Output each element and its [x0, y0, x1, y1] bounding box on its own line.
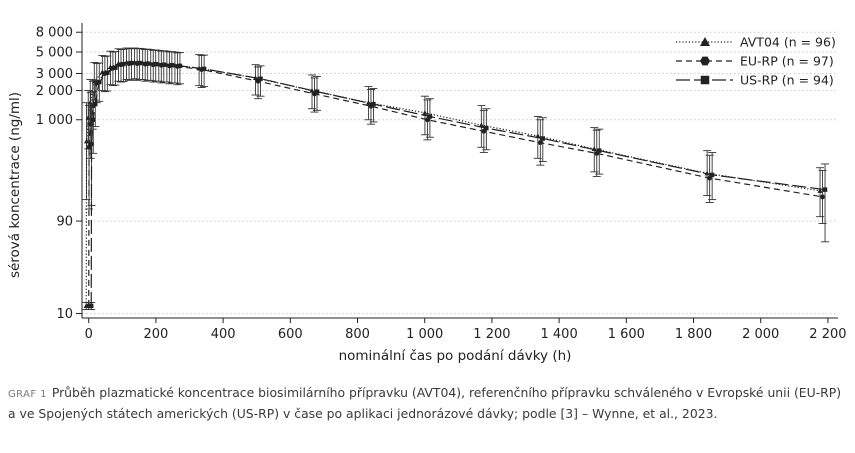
series-2: [84, 48, 827, 311]
data-point: [422, 110, 428, 115]
x-tick-label: 200: [144, 327, 169, 342]
legend-marker: [700, 75, 710, 85]
data-point: [105, 70, 110, 76]
y-tick-label: 8 000: [36, 26, 73, 41]
series-line: [90, 62, 826, 306]
x-tick-label: 1 000: [406, 327, 443, 342]
y-tick-label: 2 000: [36, 84, 73, 99]
data-point: [478, 122, 484, 128]
data-point: [91, 117, 96, 122]
legend-label: US-RP (n = 94): [740, 73, 834, 88]
legend-entry: EU-RP (n = 97): [676, 54, 834, 69]
x-tick-label: 1 200: [473, 327, 510, 342]
x-axis-label: nominální čas po podání dávky (h): [339, 348, 572, 364]
data-point: [817, 188, 823, 193]
legend-label: EU-RP (n = 97): [740, 54, 834, 69]
chart: 10 90 1 000 2 000 3 000 5 000 8 000 0 200 400 600 8…: [7, 23, 847, 364]
data-point: [201, 66, 207, 72]
data-point: [309, 87, 315, 93]
data-point: [819, 194, 826, 200]
y-tick-label: 90: [56, 215, 73, 230]
series-3: [87, 47, 830, 311]
data-point: [97, 79, 102, 85]
data-point: [537, 140, 543, 145]
y-tick-label: 3 000: [36, 67, 73, 82]
legend-entry: US-RP (n = 94): [676, 73, 834, 88]
data-point: [83, 138, 90, 144]
data-point: [153, 61, 158, 67]
data-point: [89, 141, 94, 147]
series-layer: [82, 47, 830, 311]
x-tick-label: 400: [211, 327, 236, 342]
legend-marker: [700, 56, 710, 66]
data-point: [540, 136, 546, 141]
legend-entry: AVT04 (n = 96): [676, 35, 836, 50]
data-point: [484, 125, 489, 131]
y-tick-label: 5 000: [36, 46, 73, 61]
data-point: [89, 303, 94, 309]
legend: AVT04 (n = 96) EU-RP (n = 97) US-RP (n = 9…: [676, 35, 836, 88]
data-point: [709, 172, 715, 178]
caption-tag: GRAF 1: [8, 389, 47, 400]
axes: 10 90 1 000 2 000 3 000 5 000 8 000 0 200 400 600 8…: [36, 23, 847, 342]
caption-text: Průběh plazmatické koncentrace biosimilá…: [8, 385, 842, 421]
y-tick-label: 1 000: [36, 113, 73, 128]
data-point: [93, 101, 98, 107]
x-tick-label: 800: [345, 327, 370, 342]
x-tick-label: 600: [278, 327, 303, 342]
x-tick-label: 0: [85, 327, 93, 342]
series-1: [82, 47, 825, 311]
y-axis-label: sérová koncentrace (ng/ml): [7, 92, 23, 278]
data-point: [129, 60, 134, 66]
x-tick-label: 1 400: [541, 327, 578, 342]
data-point: [169, 63, 175, 68]
x-tick-label: 1 800: [675, 327, 712, 342]
data-point: [258, 76, 263, 81]
x-tick-label: 2 200: [809, 327, 846, 342]
data-point: [427, 114, 433, 119]
data-point: [822, 187, 828, 192]
data-point: [113, 65, 118, 70]
legend-label: AVT04 (n = 96): [740, 35, 836, 50]
data-point: [121, 61, 126, 67]
data-point: [137, 60, 142, 66]
x-tick-label: 1 600: [608, 327, 645, 342]
grid-lines: [82, 31, 838, 315]
data-point: [597, 148, 602, 153]
data-point: [371, 101, 376, 107]
data-point: [145, 61, 150, 66]
figure-caption: GRAF 1 Průběh plazmatické koncentrace bio…: [8, 383, 850, 423]
x-tick-label: 2 000: [742, 327, 779, 342]
data-point: [85, 115, 91, 120]
y-tick-label: 10: [56, 307, 73, 322]
data-point: [314, 89, 320, 94]
data-point: [88, 121, 94, 127]
data-point: [161, 62, 167, 67]
legend-marker: [700, 37, 710, 46]
data-point: [177, 63, 183, 69]
